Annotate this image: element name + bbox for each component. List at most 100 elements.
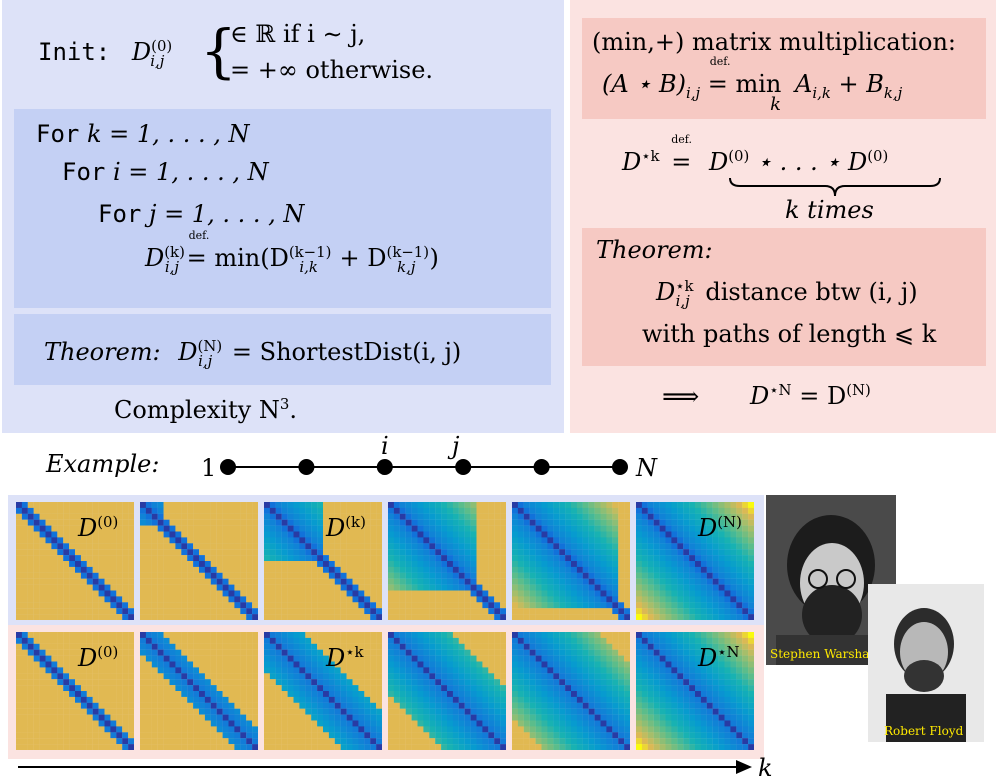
update-rhs-sub1: i,k <box>299 257 318 276</box>
fw-heatmap-5 <box>512 502 630 620</box>
mp-heatmap-label-1: D(0) <box>78 643 119 672</box>
loop-k-range: k = 1, . . . , N <box>87 120 250 148</box>
power-def-mark: def. <box>671 133 692 146</box>
power-rhs-sup1: (0) <box>728 147 750 165</box>
theorem-sup-right: ⋆k <box>675 277 694 295</box>
update-lhs: D <box>145 244 165 272</box>
min-plus-b: + B <box>838 70 884 98</box>
min-plus-min: = min <box>707 70 782 98</box>
update-rule: D(k)i,j def. = min(D(k−1)i,k + D(k−1)k,j… <box>145 230 439 274</box>
update-rhs-end: ) <box>429 244 439 272</box>
loop-k-keyword: For <box>36 120 80 148</box>
warshall-portrait-icon <box>766 495 896 665</box>
init-sup: (0) <box>151 37 173 55</box>
theorem-line1-right: distance btw (i, j) <box>705 278 918 306</box>
min-plus-min-sub: k <box>770 94 782 115</box>
mp-heatmap-label-3: D⋆k <box>326 643 364 672</box>
example-path-graph <box>220 459 628 475</box>
fw-heatmap-4 <box>388 502 506 620</box>
theorem-rhs-left: = ShortestDist(i, j) <box>231 338 462 366</box>
loop-box <box>14 109 551 308</box>
init-case-1: ∈ ℝ if i ∼ j, <box>230 20 366 48</box>
theorem-sym-left: D <box>178 338 198 366</box>
theorem-box-left <box>14 314 551 385</box>
loop-j: For j = 1, . . . , N <box>98 202 304 226</box>
min-plus-box <box>582 18 986 119</box>
node-label-j: j <box>452 432 460 460</box>
power-eq: = <box>671 148 692 176</box>
node-label-start: 1 <box>201 454 217 482</box>
mp-heatmap-6 <box>636 632 754 750</box>
min-plus-a-sub: i,k <box>812 83 831 102</box>
fw-heatmap-6 <box>636 502 754 620</box>
update-rhs-sup2: (k−1) <box>386 243 430 261</box>
underbrace <box>729 177 941 197</box>
power-def: D⋆k def. = D(0) ⋆ . . . ⋆ D(0) <box>622 134 889 176</box>
min-plus-lhs-sub: i,j <box>685 83 701 102</box>
fw-heatmap-3 <box>264 502 382 620</box>
path-node <box>220 459 236 475</box>
theorem-sub-right: i,j <box>675 291 690 310</box>
example-label: Example: <box>46 450 160 478</box>
init-line: Init: D(0)i,j <box>38 38 172 69</box>
fw-heatmap-label-3: D(k) <box>326 513 366 542</box>
conclusion-lhs: D <box>750 382 770 410</box>
mp-heatmap-4 <box>388 632 506 750</box>
power-rhs-mid: ⋆ . . . ⋆ D <box>749 148 868 176</box>
theorem-line2-right: with paths of length ⩽ k <box>642 320 937 348</box>
theorem-sym-right: D <box>656 278 676 306</box>
def-mark: def. <box>188 229 210 242</box>
update-rhs-sup1: (k−1) <box>288 243 332 261</box>
floyd-photo: Robert Floyd <box>868 584 984 742</box>
min-plus-a: A <box>795 70 813 98</box>
init-symbol: D <box>131 38 152 66</box>
conclusion-sup2: (N) <box>846 381 871 399</box>
node-label-end: N <box>636 454 657 482</box>
theorem-sub-left: i,j <box>198 351 213 370</box>
update-rhs: = min(D <box>186 244 289 272</box>
loop-j-range: j = 1, . . . , N <box>149 200 305 228</box>
theorem-left: Theorem: D(N)i,j = ShortestDist(i, j) <box>44 338 462 369</box>
mp-heatmap-label-6: D⋆N <box>698 643 740 672</box>
mp-heatmap-1 <box>16 632 134 750</box>
floyd-caption: Robert Floyd <box>884 724 964 738</box>
power-lhs-sup: ⋆k <box>641 147 660 165</box>
mp-heatmap-2 <box>140 632 258 750</box>
power-lhs: D <box>622 148 642 176</box>
implies-arrow: ⟹ <box>662 382 700 412</box>
min-plus-title: (min,+) matrix multiplication: <box>592 28 956 56</box>
power-rhs-sup2: (0) <box>867 147 889 165</box>
min-plus-b-sub: k,j <box>883 83 903 102</box>
init-brace: { <box>200 17 237 85</box>
power-rhs: D <box>708 148 729 176</box>
init-case-2: = +∞ otherwise. <box>230 56 434 84</box>
mp-heatmap-3 <box>264 632 382 750</box>
update-lhs-sub: i,j <box>164 257 179 276</box>
loop-j-keyword: For <box>98 200 142 228</box>
path-node <box>455 459 472 475</box>
loop-i: For i = 1, . . . , N <box>62 160 269 184</box>
mp-heatmap-5 <box>512 632 630 750</box>
complexity-end: . <box>289 396 297 424</box>
min-plus-def-mark: def. <box>709 55 731 68</box>
warshall-photo: Stephen Warshall <box>766 495 896 665</box>
loop-i-keyword: For <box>62 158 106 186</box>
complexity: Complexity N3. <box>114 395 297 424</box>
min-plus-lhs: (A ⋆ B) <box>602 70 686 98</box>
fw-heatmap-label-6: D(N) <box>698 513 742 542</box>
complexity-sup: 3 <box>279 395 290 413</box>
init-sub: i,j <box>150 51 165 70</box>
init-keyword: Init: <box>38 38 111 66</box>
conclusion-mid: = D <box>791 382 847 410</box>
path-node <box>533 459 550 475</box>
floyd-portrait-icon <box>868 584 984 742</box>
min-plus-def: (A ⋆ B)i,j def. = min k Ai,k + Bk,j <box>602 56 902 114</box>
fw-heatmap-label-1: D(0) <box>78 513 119 542</box>
conclusion-sup1: ⋆N <box>769 381 792 399</box>
path-node <box>612 459 628 475</box>
warshall-caption: Stephen Warshall <box>770 647 878 661</box>
complexity-text: Complexity N <box>114 396 280 424</box>
loop-i-range: i = 1, . . . , N <box>113 158 269 186</box>
theorem-label-right: Theorem: <box>596 236 713 264</box>
path-node <box>298 459 315 475</box>
